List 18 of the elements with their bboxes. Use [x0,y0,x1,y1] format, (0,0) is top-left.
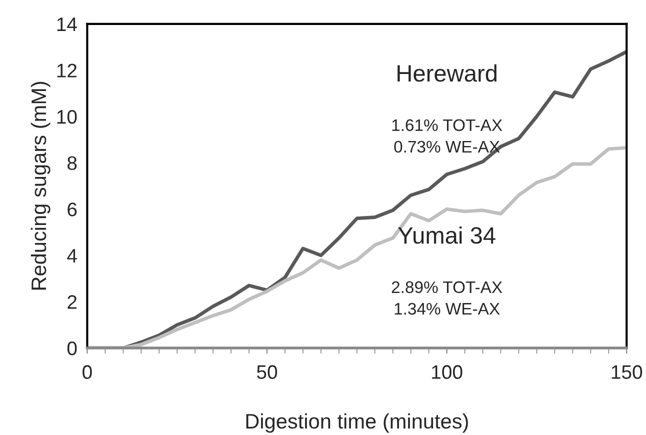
series-label: Yumai 34 [398,226,496,244]
text: Hereward [398,64,496,82]
annotation: 2.89% TOT-AX 1.34% WE-AX [392,281,502,315]
annotation: 1.61% TOT-AX 0.73% WE-AX [392,119,502,153]
x-tick-label: 50 [256,365,278,379]
y-tick-label: 10 [57,110,77,124]
y-tick-label: 14 [57,18,77,31]
y-tick-label: 2 [68,295,77,309]
x-tick-label: 150 [612,365,642,379]
y-tick-label: 8 [68,156,77,170]
y-tick-label: 6 [68,202,77,216]
y-tick-label: 0 [67,341,77,356]
y-tick-label: 12 [57,64,77,78]
x-tick-label: 0 [82,365,92,379]
y-axis-title: Reducing sugars (mM) [30,82,50,290]
y-tick-label: 4 [67,249,77,262]
x-tick-label: 100 [432,365,462,379]
x-axis-title: Digestion time (minutes) [246,413,468,433]
